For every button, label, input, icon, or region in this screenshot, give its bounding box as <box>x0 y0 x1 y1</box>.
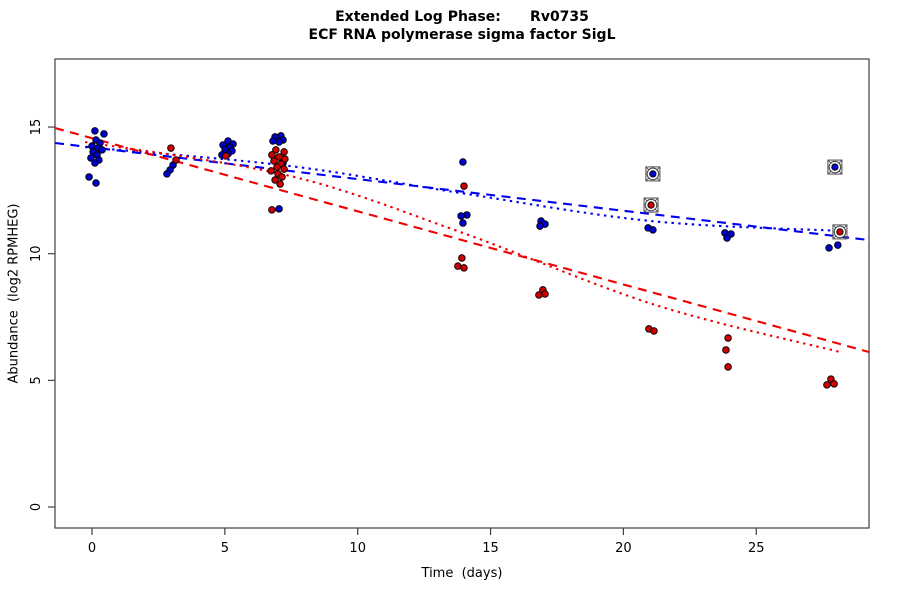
data-point-condition-red <box>268 206 276 214</box>
data-point-condition-red <box>278 173 286 181</box>
x-axis-label: Time (days) <box>421 566 503 581</box>
chart-title: Extended Log Phase: Rv0735 <box>335 9 589 25</box>
trend-line-blue-dotted-fit <box>84 146 840 232</box>
outlier-data-point <box>647 201 655 209</box>
data-point-condition-blue <box>87 154 95 162</box>
x-tick-label: 10 <box>349 541 366 556</box>
data-point-condition-red <box>535 291 543 299</box>
data-point-condition-red <box>172 156 180 164</box>
outlier-data-point <box>831 163 839 171</box>
data-point-condition-blue <box>100 130 108 138</box>
x-tick-label: 25 <box>748 541 765 556</box>
data-point-condition-blue <box>275 205 283 213</box>
data-point-condition-blue <box>98 146 106 154</box>
data-point-condition-red <box>267 167 275 175</box>
data-point-condition-blue <box>457 212 465 220</box>
data-point-condition-blue <box>91 127 99 135</box>
y-tick-label: 10 <box>29 245 44 262</box>
data-point-condition-blue <box>459 158 467 166</box>
outlier-square-marker <box>827 159 843 175</box>
data-point-condition-blue <box>649 226 657 234</box>
data-point-condition-red <box>454 262 462 270</box>
outlier-data-point <box>836 228 844 236</box>
outlier-square-marker <box>645 166 661 182</box>
data-point-condition-red <box>830 380 838 388</box>
plot-box <box>54 58 870 529</box>
data-point-condition-red <box>541 290 549 298</box>
y-tick-label: 0 <box>29 503 44 511</box>
x-tick-label: 20 <box>615 541 632 556</box>
data-point-condition-blue <box>91 159 99 167</box>
trend-line-red-dashed-fit <box>54 127 870 353</box>
trend-line-red-dotted-fit <box>84 140 841 353</box>
data-point-condition-red <box>280 148 288 156</box>
trend-line-blue-dashed-fit <box>54 141 870 242</box>
data-point-condition-blue <box>825 244 833 252</box>
data-point-condition-red <box>273 163 281 171</box>
outlier-square-marker <box>643 197 659 213</box>
data-point-condition-blue <box>163 170 171 178</box>
y-tick-label: 15 <box>29 119 44 136</box>
data-point-condition-red <box>724 334 732 342</box>
data-point-condition-blue <box>459 219 467 227</box>
data-point-condition-red <box>272 146 280 154</box>
data-point-condition-red <box>222 152 230 160</box>
data-point-condition-red <box>722 346 730 354</box>
outlier-square-marker <box>832 224 848 240</box>
outlier-data-point <box>649 170 657 178</box>
data-point-condition-red <box>270 157 278 165</box>
data-point-condition-red <box>281 155 289 163</box>
data-point-condition-blue <box>834 241 842 249</box>
data-point-condition-red <box>276 180 284 188</box>
data-point-condition-blue <box>536 222 544 230</box>
data-point-condition-red <box>271 176 279 184</box>
chart-title-block: Extended Log Phase: Rv0735 ECF RNA polym… <box>55 8 869 44</box>
y-tick-label: 5 <box>29 376 44 384</box>
data-point-condition-red <box>724 363 732 371</box>
data-point-condition-red <box>460 264 468 272</box>
data-point-condition-blue <box>275 138 283 146</box>
data-point-condition-red <box>458 254 466 262</box>
data-point-condition-red <box>460 182 468 190</box>
x-tick-label: 5 <box>221 541 229 556</box>
data-point-condition-blue <box>92 179 100 187</box>
data-point-condition-red <box>268 151 276 159</box>
data-point-condition-red <box>823 381 831 389</box>
data-point-condition-red <box>167 144 175 152</box>
data-point-condition-blue <box>85 173 93 181</box>
x-tick-label: 0 <box>88 541 96 556</box>
chart-subtitle: ECF RNA polymerase sigma factor SigL <box>308 27 616 43</box>
data-point-condition-red <box>650 327 658 335</box>
data-point-condition-blue <box>723 234 731 242</box>
data-point-condition-red <box>280 165 288 173</box>
y-axis-label: Abundance (log2 RPMHEG) <box>6 203 22 384</box>
x-tick-label: 15 <box>482 541 499 556</box>
data-point-condition-blue <box>269 137 277 145</box>
